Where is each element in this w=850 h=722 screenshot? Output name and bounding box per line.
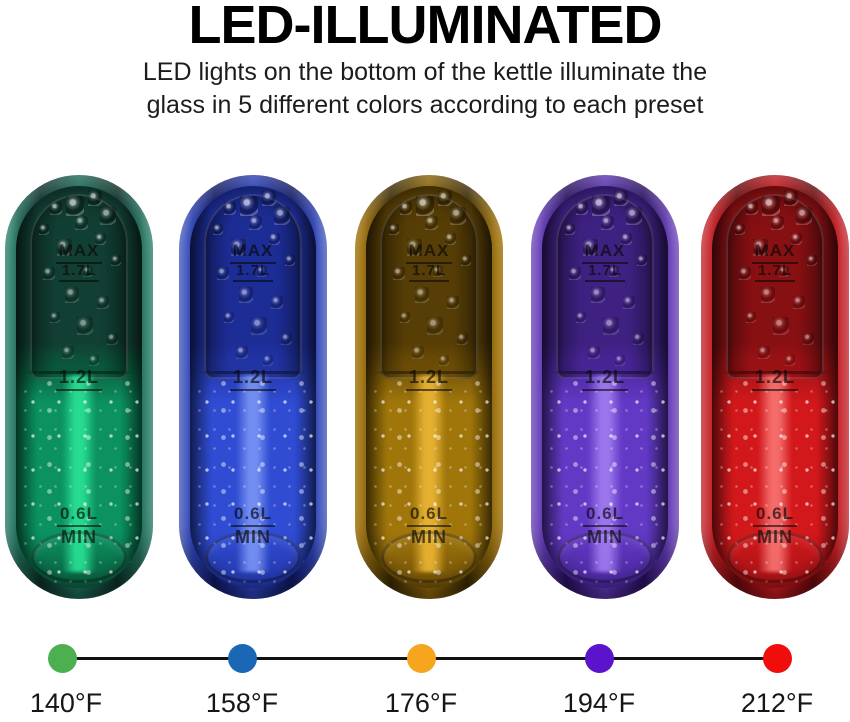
kettle-purple: MAX 1.7L 1.2L 0.6L MIN (531, 175, 679, 599)
subtitle-line-1: LED lights on the bottom of the kettle i… (142, 58, 708, 86)
water-bubbles (542, 378, 668, 588)
kettle-gold: MAX 1.7L 1.2L 0.6L MIN (355, 175, 503, 599)
water-bubbles (190, 378, 316, 588)
marking-min: MIN (235, 527, 271, 547)
kettle-glass: MAX 1.7L 1.2L 0.6L MIN (366, 186, 492, 588)
temp-label-212f: 212°F (740, 688, 814, 718)
water-bubbles (712, 378, 838, 588)
kettle-glass: MAX 1.7L 1.2L 0.6L MIN (542, 186, 668, 588)
temp-label-176f: 176°F (384, 688, 458, 718)
kettle-green: MAX 1.7L 1.2L 0.6L MIN (5, 175, 153, 599)
marking-1-7l: 1.7L (190, 262, 316, 282)
marking-0-6l: 0.6L (16, 504, 142, 527)
water-bubbles (366, 378, 492, 588)
kettle-glass: MAX 1.7L 1.2L 0.6L MIN (712, 186, 838, 588)
waterline-divider (719, 370, 831, 374)
subtitle-line-2: glass in 5 different colors according to… (146, 91, 704, 119)
waterline-divider (23, 370, 135, 374)
marking-max: MAX (366, 241, 492, 264)
marking-max: MAX (542, 241, 668, 264)
marking-1-2l: 1.2L (16, 367, 142, 391)
condensation-droplets (712, 186, 838, 379)
temperature-scale: 140°F 158°F 176°F 194°F 212°F (0, 630, 850, 722)
marking-1-2l: 1.2L (190, 367, 316, 391)
marking-max: MAX (190, 241, 316, 264)
temp-label-194f: 194°F (562, 688, 636, 718)
waterline-divider (549, 370, 661, 374)
marking-min: MIN (757, 527, 793, 547)
marking-1-2l: 1.2L (542, 367, 668, 391)
marking-0-6l: 0.6L (366, 504, 492, 527)
subtitle: LED lights on the bottom of the kettle i… (0, 56, 850, 122)
marking-max: MAX (712, 241, 838, 264)
preset-dot-purple (585, 644, 614, 673)
marking-min: MIN (411, 527, 447, 547)
preset-dot-blue (228, 644, 257, 673)
marking-min: MIN (61, 527, 97, 547)
kettle-glass: MAX 1.7L 1.2L 0.6L MIN (16, 186, 142, 588)
condensation-droplets (542, 186, 668, 379)
marking-1-2l: 1.2L (712, 367, 838, 391)
preset-dot-green (48, 644, 77, 673)
waterline-divider (197, 370, 309, 374)
marking-max: MAX (16, 241, 142, 264)
condensation-droplets (366, 186, 492, 379)
marking-min: MIN (587, 527, 623, 547)
waterline-divider (373, 370, 485, 374)
kettle-red: MAX 1.7L 1.2L 0.6L MIN (701, 175, 849, 599)
kettle-blue: MAX 1.7L 1.2L 0.6L MIN (179, 175, 327, 599)
preset-dot-red (763, 644, 792, 673)
temp-label-140f: 140°F (29, 688, 103, 718)
condensation-droplets (16, 186, 142, 379)
marking-1-7l: 1.7L (366, 262, 492, 282)
water-bubbles (16, 378, 142, 588)
page-title: LED-ILLUMINATED (188, 0, 663, 55)
condensation-droplets (190, 186, 316, 379)
marking-1-7l: 1.7L (16, 262, 142, 282)
kettle-glass: MAX 1.7L 1.2L 0.6L MIN (190, 186, 316, 588)
marking-1-2l: 1.2L (366, 367, 492, 391)
marking-0-6l: 0.6L (190, 504, 316, 527)
marking-0-6l: 0.6L (712, 504, 838, 527)
marking-1-7l: 1.7L (542, 262, 668, 282)
preset-dot-gold (407, 644, 436, 673)
temp-label-158f: 158°F (205, 688, 279, 718)
marking-1-7l: 1.7L (712, 262, 838, 282)
marking-0-6l: 0.6L (542, 504, 668, 527)
